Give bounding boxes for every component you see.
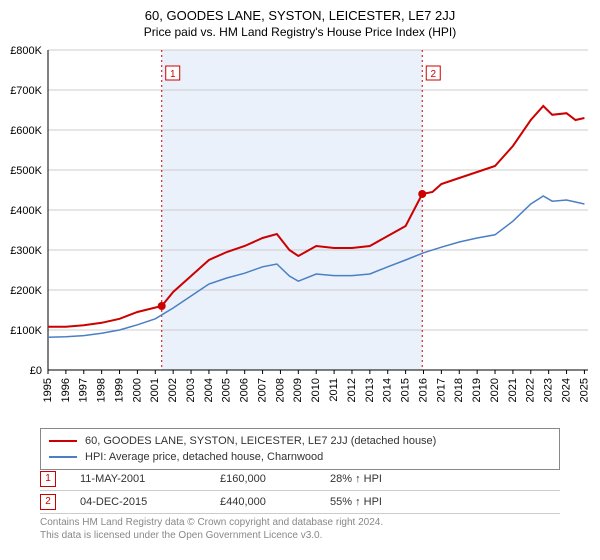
svg-text:2020: 2020 [489,378,501,402]
sale-date: 04-DEC-2015 [80,496,220,508]
svg-text:2015: 2015 [400,378,412,402]
svg-text:1997: 1997 [78,378,90,402]
chart-area: £0 £100K £200K £300K £400K £500K £600K £700K £80… [0,44,600,424]
svg-text:2011: 2011 [328,378,340,402]
svg-text:2010: 2010 [310,378,322,402]
svg-text:2004: 2004 [203,378,215,402]
svg-text:2006: 2006 [239,378,251,402]
svg-text:2014: 2014 [382,378,394,402]
svg-text:£500K: £500K [10,165,42,177]
svg-text:2002: 2002 [167,378,179,402]
sale-pct: 28% ↑ HPI [330,473,430,485]
footer-line: Contains HM Land Registry data © Crown c… [40,516,560,529]
svg-text:2: 2 [430,69,436,80]
svg-text:2003: 2003 [185,378,197,402]
sale-marker-icon: 2 [40,494,56,510]
svg-text:2007: 2007 [256,378,268,402]
svg-text:£400K: £400K [10,205,42,217]
legend-item: 60, GOODES LANE, SYSTON, LEICESTER, LE7 … [49,433,551,449]
svg-text:2018: 2018 [453,378,465,402]
svg-text:2025: 2025 [578,378,590,402]
svg-text:£700K: £700K [10,85,42,97]
sale-pct: 55% ↑ HPI [330,496,430,508]
legend-swatch [49,456,77,458]
svg-text:2005: 2005 [221,378,233,402]
svg-text:2022: 2022 [525,378,537,402]
legend-swatch [49,440,77,442]
chart-container: 60, GOODES LANE, SYSTON, LEICESTER, LE7 … [0,0,600,560]
svg-text:2019: 2019 [471,378,483,402]
legend-label: HPI: Average price, detached house, Char… [85,451,323,463]
sale-marker-icon: 1 [40,471,56,487]
svg-text:1998: 1998 [96,378,108,402]
sales-row: 1 11-MAY-2001 £160,000 28% ↑ HPI [40,468,560,491]
svg-text:2024: 2024 [560,378,572,402]
legend-label: 60, GOODES LANE, SYSTON, LEICESTER, LE7 … [85,435,436,447]
svg-text:£100K: £100K [10,325,42,337]
svg-text:2001: 2001 [149,378,161,402]
svg-text:£0: £0 [30,365,42,377]
legend-item: HPI: Average price, detached house, Char… [49,449,551,465]
svg-text:2016: 2016 [417,378,429,402]
svg-text:2013: 2013 [364,378,376,402]
svg-text:2000: 2000 [131,378,143,402]
svg-text:£300K: £300K [10,245,42,257]
svg-text:£200K: £200K [10,285,42,297]
legend: 60, GOODES LANE, SYSTON, LEICESTER, LE7 … [40,428,560,470]
svg-text:1996: 1996 [60,378,72,402]
sale-price: £160,000 [220,473,330,485]
footer-line: This data is licensed under the Open Gov… [40,529,560,542]
sales-row: 2 04-DEC-2015 £440,000 55% ↑ HPI [40,491,560,514]
svg-text:1: 1 [170,69,176,80]
sale-price: £440,000 [220,496,330,508]
chart-title: 60, GOODES LANE, SYSTON, LEICESTER, LE7 … [0,0,600,23]
svg-text:2008: 2008 [274,378,286,402]
svg-text:£600K: £600K [10,125,42,137]
svg-text:1995: 1995 [42,378,54,402]
sale-date: 11-MAY-2001 [80,473,220,485]
svg-text:£800K: £800K [10,45,42,57]
svg-text:1999: 1999 [113,378,125,402]
svg-text:2012: 2012 [346,378,358,402]
svg-text:2017: 2017 [435,378,447,402]
sales-table: 1 11-MAY-2001 £160,000 28% ↑ HPI 2 04-DE… [40,468,560,514]
svg-text:2009: 2009 [292,378,304,402]
footer-attribution: Contains HM Land Registry data © Crown c… [40,516,560,542]
svg-text:2021: 2021 [507,378,519,402]
svg-text:2023: 2023 [543,378,555,402]
chart-subtitle: Price paid vs. HM Land Registry's House … [0,23,600,43]
